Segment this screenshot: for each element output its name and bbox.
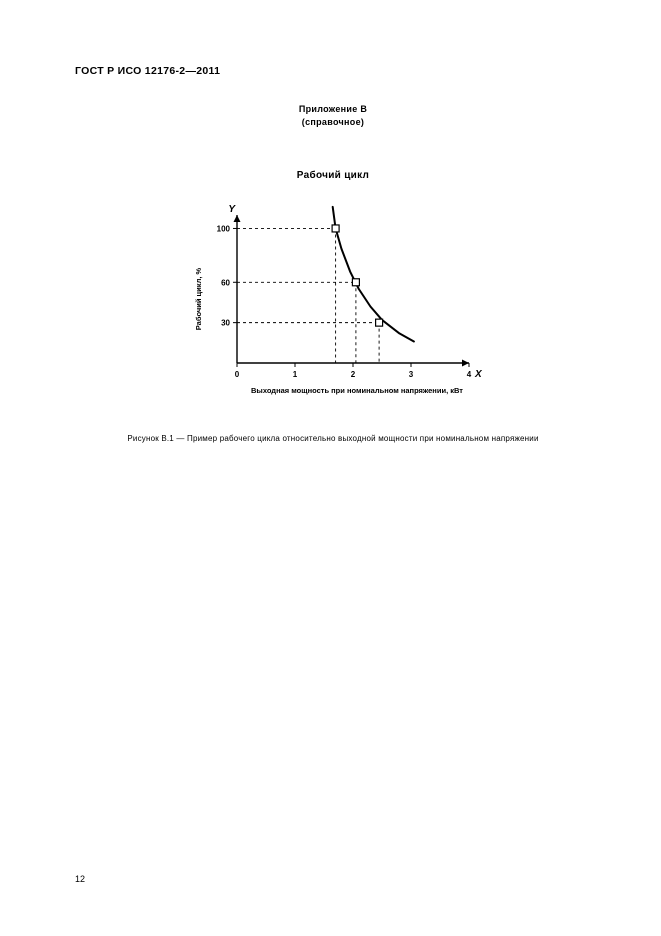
svg-text:100: 100 (217, 225, 231, 234)
doc-code: ГОСТ Р ИСО 12176-2—2011 (75, 65, 591, 77)
section-title: Рабочий цикл (75, 170, 591, 181)
svg-text:4: 4 (467, 370, 472, 379)
page-number: 12 (75, 874, 85, 884)
svg-text:3: 3 (409, 370, 414, 379)
svg-text:Y: Y (228, 204, 236, 215)
figure-caption: Рисунок В.1 — Пример рабочего цикла отно… (75, 434, 591, 443)
appendix-label: Приложение B (75, 103, 591, 116)
svg-text:2: 2 (351, 370, 356, 379)
svg-text:Рабочий цикл, %: Рабочий цикл, % (194, 268, 203, 331)
svg-text:1: 1 (293, 370, 298, 379)
svg-text:30: 30 (221, 319, 230, 328)
svg-text:60: 60 (221, 278, 230, 287)
svg-text:Выходная мощность при номиналь: Выходная мощность при номинальном напряж… (251, 386, 463, 395)
svg-text:X: X (474, 369, 483, 380)
duty-cycle-chart: 0 1 2 3 4 30 60 100 X Y Выходная мощность при номи… (173, 193, 493, 411)
svg-text:0: 0 (235, 370, 240, 379)
chart-container: 0 1 2 3 4 30 60 100 X Y Выходная мощность при номи… (75, 193, 591, 416)
appendix-sub: (справочное) (75, 116, 591, 129)
